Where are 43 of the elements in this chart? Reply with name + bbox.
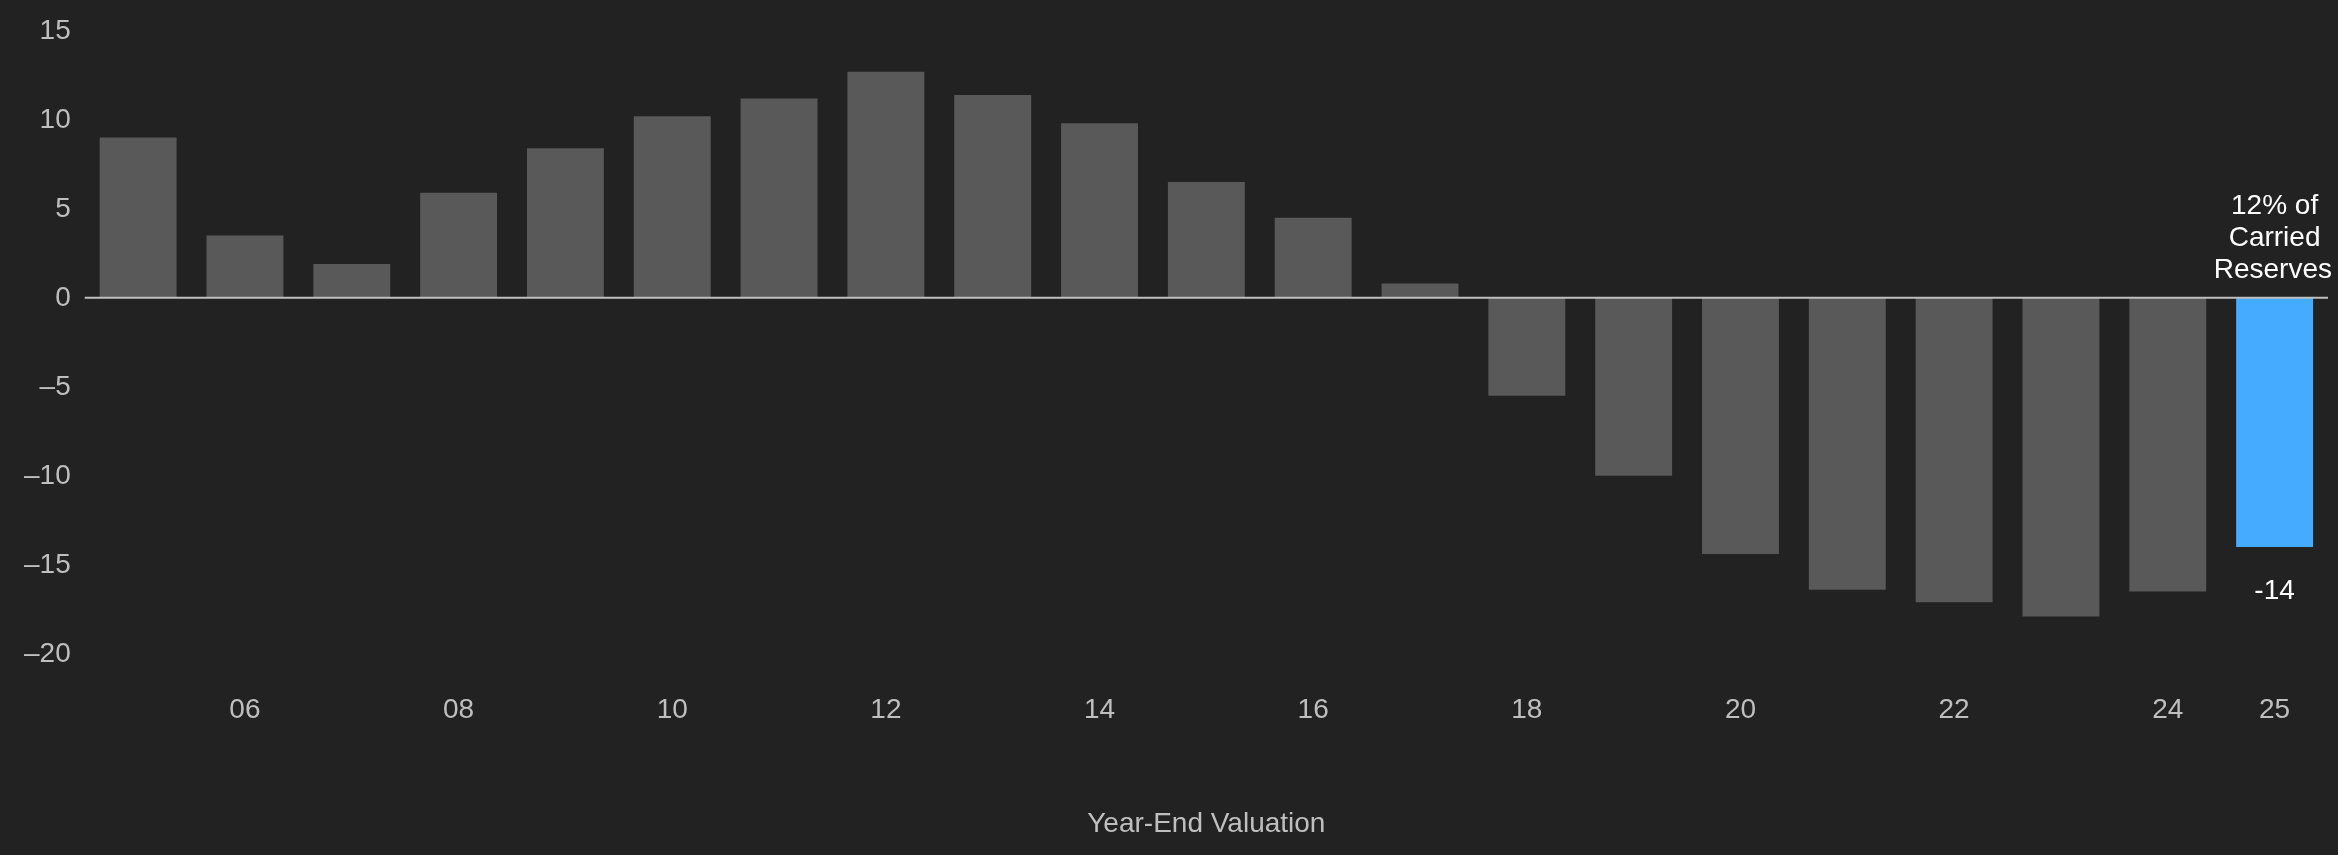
bar (313, 263, 391, 298)
bar (1167, 182, 1245, 298)
bar (847, 71, 925, 298)
bar (2236, 297, 2314, 547)
bar (740, 98, 818, 298)
y-tick-label: 0 (55, 280, 71, 312)
bar (526, 148, 604, 298)
x-tick-label: 16 (1297, 693, 1329, 725)
bar (206, 235, 284, 298)
bar (1274, 217, 1352, 298)
bar (1061, 123, 1138, 298)
bar (954, 94, 1032, 298)
x-tick-label: 25 (2259, 693, 2291, 725)
y-tick-label: 5 (55, 191, 71, 223)
x-tick-label: 08 (443, 693, 475, 725)
bar (633, 116, 711, 298)
y-tick-label: 10 (39, 102, 71, 134)
bar (99, 137, 177, 298)
x-tick-label: 10 (656, 693, 688, 725)
bar (1808, 297, 1886, 590)
x-tick-label: 14 (1083, 693, 1116, 725)
x-tick-label: 22 (1938, 693, 1970, 725)
bar (1702, 297, 1779, 555)
bar (1595, 297, 1673, 476)
x-tick-label: 18 (1511, 693, 1543, 725)
x-tick-label: 06 (229, 693, 261, 725)
bar (2129, 297, 2207, 592)
x-tick-label: 24 (2152, 693, 2184, 725)
bar (1381, 283, 1459, 298)
annotation: 12% of Carried Reserves (2213, 188, 2332, 284)
bar (1915, 297, 1993, 603)
data-label: -14 (2254, 573, 2295, 605)
bar (2022, 297, 2100, 617)
y-tick-label: –10 (24, 458, 71, 490)
y-tick-label: 15 (39, 13, 71, 45)
x-axis-title: Year-End Valuation (1087, 806, 1326, 838)
bar (1488, 297, 1566, 396)
x-tick-label: 20 (1724, 693, 1757, 725)
y-tick-label: –15 (24, 547, 71, 579)
y-tick-label: –20 (24, 636, 71, 668)
bar (420, 192, 498, 298)
x-tick-label: 12 (870, 693, 902, 725)
y-tick-label: –5 (39, 369, 71, 401)
